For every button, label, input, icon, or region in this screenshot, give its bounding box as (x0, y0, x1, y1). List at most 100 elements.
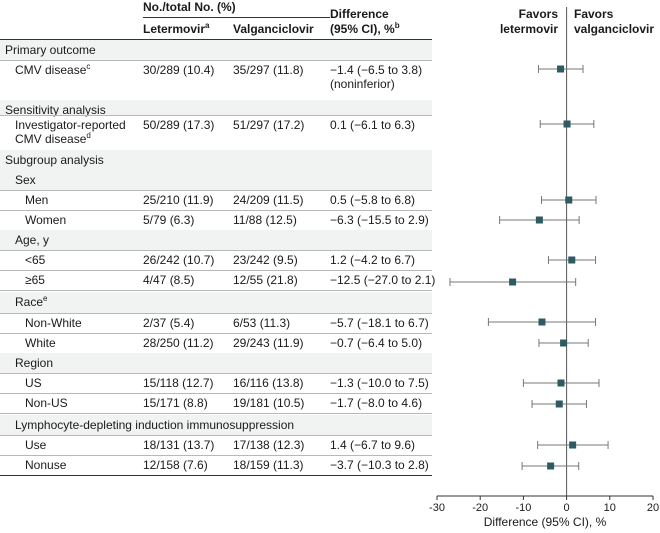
row-label: Nonuse (25, 458, 67, 472)
letermovir-value: 15/118 (12.7) (143, 376, 214, 390)
favors-letermovir-line2: letermovir (499, 22, 558, 36)
row-divider (0, 455, 432, 456)
header-difference-line2: (95% CI), %b (330, 21, 400, 37)
valganciclovir-value: 16/116 (13.8) (233, 376, 304, 390)
row-label: Use (25, 438, 47, 452)
letermovir-value: 12/158 (7.6) (143, 458, 208, 472)
subgroup-heading-row (0, 353, 432, 373)
valganciclovir-value: 35/297 (11.8) (233, 63, 304, 77)
letermovir-value: 2/37 (5.4) (143, 316, 195, 330)
letermovir-value: 30/289 (10.4) (143, 63, 215, 77)
subgroup-label: Region (15, 356, 54, 370)
row-divider (0, 290, 432, 291)
header-letermovir: Letermovira (143, 21, 210, 37)
subgroup-label: Lymphocyte-depleting induction immunosup… (15, 418, 295, 432)
difference-value: 1.2 (−4.2 to 6.7) (330, 253, 416, 267)
point-estimate-marker (535, 216, 543, 224)
point-estimate-marker (565, 196, 573, 204)
letermovir-value: 18/131 (13.7) (143, 438, 215, 452)
valganciclovir-value: 29/243 (11.9) (233, 336, 304, 350)
row-divider (0, 475, 432, 476)
header-group-underline (143, 17, 330, 18)
row-divider (0, 313, 432, 314)
difference-value: −1.7 (−8.0 to 4.6) (330, 396, 423, 410)
subgroup-heading-row (0, 170, 432, 190)
valganciclovir-value: 24/209 (11.5) (233, 193, 304, 207)
point-estimate-marker (557, 379, 565, 387)
x-tick-label: -10 (515, 502, 531, 514)
row-divider (0, 270, 432, 271)
section-label: Sensitivity analysis (5, 103, 106, 117)
difference-value: −1.3 (−10.0 to 7.5) (330, 376, 429, 390)
row-label: ≥65 (25, 273, 45, 287)
section-row (0, 100, 432, 115)
point-estimate-marker (555, 400, 563, 408)
point-estimate-marker (538, 318, 546, 326)
row-label: Women (25, 213, 67, 227)
point-estimate-marker (563, 120, 571, 128)
valganciclovir-value: 12/55 (21.8) (233, 273, 298, 287)
letermovir-value: 25/210 (11.9) (143, 193, 214, 207)
letermovir-value: 4/47 (8.5) (143, 273, 195, 287)
row-divider (0, 115, 432, 116)
difference-value: 0.1 (−6.1 to 6.3) (330, 118, 416, 132)
header-valganciclovir: Valganciclovir (233, 22, 314, 36)
row-label: <65 (25, 253, 46, 267)
header-group-title: No./total No. (%) (143, 0, 236, 14)
subgroup-label: Racee (15, 294, 48, 310)
row-label: US (25, 376, 42, 390)
row-label: White (25, 336, 56, 350)
difference-value: −12.5 (−27.0 to 2.1) (330, 273, 436, 287)
favors-letermovir-line1: Favors (518, 7, 558, 21)
section-label: Primary outcome (5, 43, 96, 57)
x-tick-label: 10 (604, 502, 616, 514)
difference-value: −5.7 (−18.1 to 6.7) (330, 316, 429, 330)
row-divider (0, 190, 432, 191)
valganciclovir-value: 17/138 (12.3) (233, 438, 305, 452)
letermovir-value: 5/79 (6.3) (143, 213, 195, 227)
point-estimate-marker (547, 462, 555, 470)
difference-value: 0.5 (−5.8 to 6.8) (330, 193, 416, 207)
x-tick-label: 20 (647, 502, 659, 514)
row-label: Non-White (25, 316, 82, 330)
point-estimate-marker (569, 441, 577, 449)
difference-value: −6.3 (−15.5 to 2.9) (330, 213, 429, 227)
valganciclovir-value: 51/297 (17.2) (233, 118, 305, 132)
valganciclovir-value: 18/159 (11.3) (233, 458, 304, 472)
row-divider (0, 435, 432, 436)
section-row (0, 40, 432, 60)
point-estimate-marker (560, 339, 568, 347)
subgroup-label: Age, y (15, 233, 50, 247)
point-estimate-marker (568, 256, 576, 264)
row-label: Men (25, 193, 49, 207)
row-label: Investigator-reported CMV diseased (15, 118, 126, 146)
valganciclovir-value: 11/88 (12.5) (233, 213, 297, 227)
header-difference-line1: Difference (330, 7, 389, 21)
favors-valganciclovir-line1: Favors (574, 7, 614, 21)
x-tick-label: -20 (472, 502, 488, 514)
difference-value: 1.4 (−6.7 to 9.6) (330, 438, 416, 452)
row-divider (0, 250, 432, 251)
row-label: CMV diseasec (15, 62, 91, 78)
subgroup-label: Sex (15, 173, 36, 187)
letermovir-value: 15/171 (8.8) (143, 396, 208, 410)
difference-value: −0.7 (−6.4 to 5.0) (330, 336, 423, 350)
point-estimate-marker (557, 65, 565, 73)
row-divider (0, 413, 432, 414)
row-divider (0, 393, 432, 394)
x-axis-label: Difference (95% CI), % (483, 515, 607, 529)
valganciclovir-value: 6/53 (11.3) (233, 316, 291, 330)
row-divider (0, 210, 432, 211)
difference-value: −3.7 (−10.3 to 2.8) (330, 458, 429, 472)
section-label: Subgroup analysis (5, 153, 104, 167)
subgroup-heading-row (0, 230, 432, 250)
x-tick-label: -30 (429, 502, 445, 514)
letermovir-value: 50/289 (17.3) (143, 118, 215, 132)
row-divider (0, 373, 432, 374)
row-divider (0, 333, 432, 334)
subgroup-heading-row (0, 415, 432, 435)
row-label: Non-US (25, 396, 68, 410)
difference-value: −1.4 (−6.5 to 3.8) (noninferior) (330, 63, 423, 91)
letermovir-value: 28/250 (11.2) (143, 336, 214, 350)
subgroup-heading-row (0, 292, 432, 313)
